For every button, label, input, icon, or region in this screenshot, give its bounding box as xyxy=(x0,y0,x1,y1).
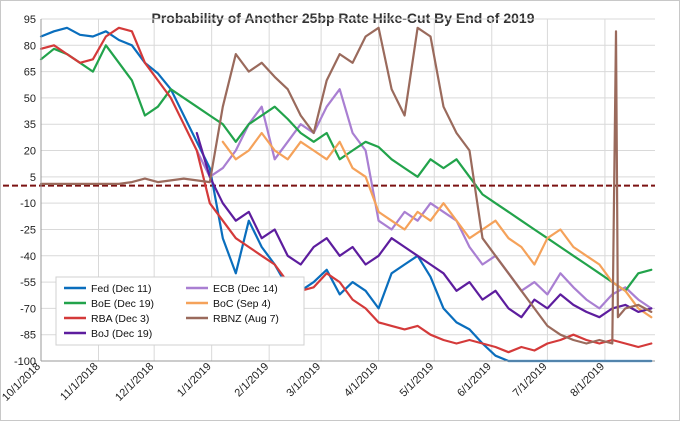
x-tick-label: 5/1/2019 xyxy=(398,361,437,400)
legend-label-boe: BoE (Dec 19) xyxy=(91,298,154,310)
legend-box xyxy=(55,276,305,346)
x-tick-label: 3/1/2019 xyxy=(284,361,323,400)
y-tick-label: 5 xyxy=(30,172,36,184)
y-tick-label: -55 xyxy=(20,277,36,289)
y-tick-label: 35 xyxy=(24,119,36,131)
legend: Fed (Dec 11) ECB (Dec 14) BoE (Dec 19) BoC … xyxy=(55,276,305,346)
x-tick-label: 6/1/2019 xyxy=(455,361,494,400)
y-tick-label: 95 xyxy=(24,14,36,26)
x-tick-label: 12/1/2018 xyxy=(113,361,156,404)
series-line-rbnz xyxy=(39,26,653,345)
y-tick-label: 20 xyxy=(24,146,36,158)
y-tick-label: -25 xyxy=(20,224,36,236)
legend-label-rba: RBA (Dec 3) xyxy=(91,313,149,325)
legend-label-boj: BoJ (Dec 19) xyxy=(91,328,152,340)
x-tick-label: 11/1/2018 xyxy=(58,361,101,404)
y-tick-label: 50 xyxy=(24,93,36,105)
series-line-boj xyxy=(195,131,653,319)
x-tick-label: 7/1/2019 xyxy=(511,361,550,400)
legend-label-boc: BoC (Sep 4) xyxy=(213,298,271,310)
series-line-rba xyxy=(39,26,653,354)
series-line-ecb xyxy=(195,88,653,310)
legend-label-rbnz: RBNZ (Aug 7) xyxy=(213,313,279,325)
y-tick-label: -85 xyxy=(20,330,36,342)
y-tick-label: -70 xyxy=(20,303,36,315)
y-tick-label: -100 xyxy=(14,356,36,368)
chart-title: Probability of Another 25bp Rate Hike-Cu… xyxy=(152,10,535,26)
y-tick-label: -40 xyxy=(20,251,36,263)
y-tick-label: 80 xyxy=(24,40,36,52)
x-tick-label: 2/1/2019 xyxy=(233,361,272,400)
series-line-boc xyxy=(221,131,653,319)
legend-label-ecb: ECB (Dec 14) xyxy=(213,283,278,295)
legend-label-fed: Fed (Dec 11) xyxy=(91,283,152,295)
series-line-boe xyxy=(39,44,653,292)
y-tick-label: 65 xyxy=(24,67,36,79)
y-tick-label: -10 xyxy=(20,198,36,210)
x-tick-label: 4/1/2019 xyxy=(342,361,381,400)
x-tick-label: 8/1/2019 xyxy=(568,361,607,400)
x-tick-label: 1/1/2019 xyxy=(175,361,214,400)
